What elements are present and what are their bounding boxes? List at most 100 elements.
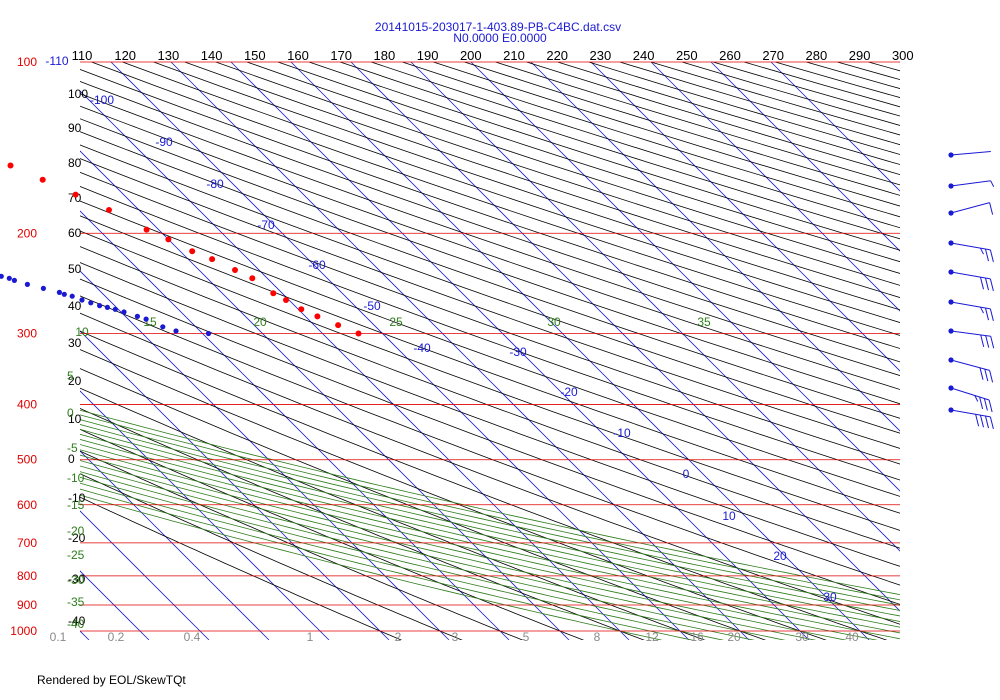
moist-adiabat-line xyxy=(80,414,900,601)
theta-left-label: 80 xyxy=(68,156,82,170)
wind-barb-feather xyxy=(980,306,984,314)
moist-adiabat-line xyxy=(80,419,900,606)
dry-adiabat-line xyxy=(712,62,900,117)
theta-top-label: 270 xyxy=(762,48,784,63)
pressure-tick-label: 900 xyxy=(17,598,37,612)
moist-adiabat-line xyxy=(80,488,694,640)
wind-barb-feather xyxy=(980,277,984,290)
wind-barb-feather xyxy=(989,370,994,383)
wind-barb-feather xyxy=(990,336,995,349)
dewpoint-point xyxy=(69,293,75,299)
dewpoint-point xyxy=(88,300,94,306)
dewpoint-point xyxy=(24,281,30,287)
temperature-point xyxy=(209,256,216,263)
isotherm-line xyxy=(80,450,270,640)
theta-top-label: 220 xyxy=(546,48,568,63)
dry-adiabat-line xyxy=(80,68,900,349)
theta-e-left-label: -35 xyxy=(67,595,85,609)
mixing-ratio-label: 0.2 xyxy=(108,630,125,644)
dry-adiabat-line xyxy=(80,496,403,640)
dry-adiabat-line xyxy=(80,215,900,514)
dry-adiabat-line xyxy=(80,80,900,363)
dewpoint-point xyxy=(6,275,12,281)
theta-e-label: 10 xyxy=(75,325,89,339)
temperature-point xyxy=(355,330,362,337)
isotherm-label: -70 xyxy=(257,218,275,232)
dry-adiabat-line xyxy=(91,62,900,336)
isotherm-line xyxy=(80,510,210,640)
wind-barb-feather xyxy=(989,416,994,430)
wind-barb-staff xyxy=(950,242,991,251)
mixing-ratio-label: 0.4 xyxy=(184,630,201,644)
dewpoint-point xyxy=(40,285,47,291)
dry-adiabat-line xyxy=(681,62,900,126)
dry-adiabat-line xyxy=(993,62,1000,643)
dewpoint-point xyxy=(79,297,85,303)
isotherm-line xyxy=(80,150,570,640)
wind-barb-feather xyxy=(989,278,994,292)
wind-barb-feather xyxy=(985,335,990,348)
wind-barb-staff xyxy=(950,271,991,280)
wind-barb-feather xyxy=(980,247,984,255)
mixing-ratio-label: 8 xyxy=(594,630,601,644)
theta-e-left-label: -25 xyxy=(67,548,85,562)
isotherm-label: 20 xyxy=(773,549,787,563)
wind-barb-feather xyxy=(985,277,989,291)
theta-left-label: 30 xyxy=(68,336,82,350)
dry-adiabat-line xyxy=(80,387,706,640)
theta-top-label: 160 xyxy=(287,48,309,63)
theta-top-label: 210 xyxy=(503,48,525,63)
theta-left-label: 60 xyxy=(68,226,82,240)
wind-barb-feather xyxy=(988,399,993,413)
mixing-ratio-label: 5 xyxy=(523,630,530,644)
wind-barb-staff xyxy=(950,359,990,371)
theta-left-label: 100 xyxy=(68,87,88,101)
moist-adiabat-line xyxy=(80,444,900,634)
theta-top-label: 260 xyxy=(719,48,741,63)
theta-top-label: 170 xyxy=(330,48,352,63)
isotherm-label: 10 xyxy=(722,509,736,523)
theta-top-label: 280 xyxy=(806,48,828,63)
wind-barb-staff xyxy=(950,180,991,187)
temperature-point xyxy=(232,267,238,273)
wind-barb-feather xyxy=(985,415,989,429)
clipped-grid xyxy=(80,62,1000,643)
pressure-tick-label: 100 xyxy=(17,55,37,69)
temperature-point xyxy=(7,162,14,169)
theta-left-label: 40 xyxy=(68,299,82,313)
theta-top-label: 230 xyxy=(590,48,612,63)
theta-e-label: 20 xyxy=(253,315,267,329)
temperature-point xyxy=(283,297,289,303)
dewpoint-point xyxy=(104,304,110,310)
isotherm-label: -60 xyxy=(308,258,326,272)
isotherm-line xyxy=(530,62,900,432)
theta-left-label: -10 xyxy=(68,491,86,505)
sounding-data xyxy=(0,162,362,337)
wind-barb-feather xyxy=(975,414,980,427)
isotherm-label: -80 xyxy=(206,177,224,191)
dewpoint-point xyxy=(160,324,166,330)
wind-barb-staff xyxy=(950,301,991,310)
isotherm-line xyxy=(170,62,750,640)
moist-adiabat-line xyxy=(80,454,878,640)
mixing-ratio-label: 16 xyxy=(690,630,704,644)
mixing-ratio-label: 12 xyxy=(645,630,659,644)
background-grid xyxy=(80,61,1000,643)
dry-adiabat-line xyxy=(80,158,900,449)
dry-adiabat-line xyxy=(277,62,900,263)
temperature-point xyxy=(39,176,46,183)
dry-adiabat-line xyxy=(80,131,900,419)
dry-adiabat-line xyxy=(339,62,900,240)
pressure-tick-label: 500 xyxy=(17,453,37,467)
pressure-tick-label: 600 xyxy=(17,498,37,512)
isotherm-line xyxy=(410,62,900,552)
temperature-point xyxy=(72,191,79,198)
dry-adiabat-line xyxy=(80,144,900,434)
dry-adiabat-line xyxy=(80,230,900,531)
theta-left-label: 20 xyxy=(68,374,82,388)
isotherm-line xyxy=(110,62,690,640)
moist-adiabat-line xyxy=(80,433,900,622)
dry-adiabat-line xyxy=(80,171,900,465)
isotherm-label: -30 xyxy=(509,345,527,359)
